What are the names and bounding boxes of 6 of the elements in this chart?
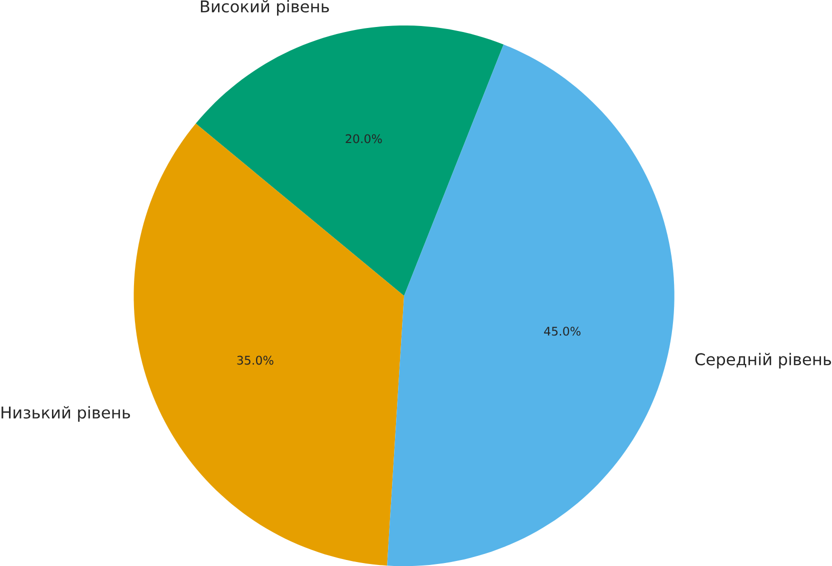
data-label: 35.0% bbox=[237, 356, 274, 365]
slice-label: Високий рівень bbox=[200, 0, 329, 16]
data-label: 20.0% bbox=[346, 134, 382, 144]
slice-label: Середній рівень bbox=[695, 352, 832, 368]
data-label: 45.0% bbox=[544, 326, 580, 336]
slice-label: Низький рівень bbox=[2, 406, 130, 422]
